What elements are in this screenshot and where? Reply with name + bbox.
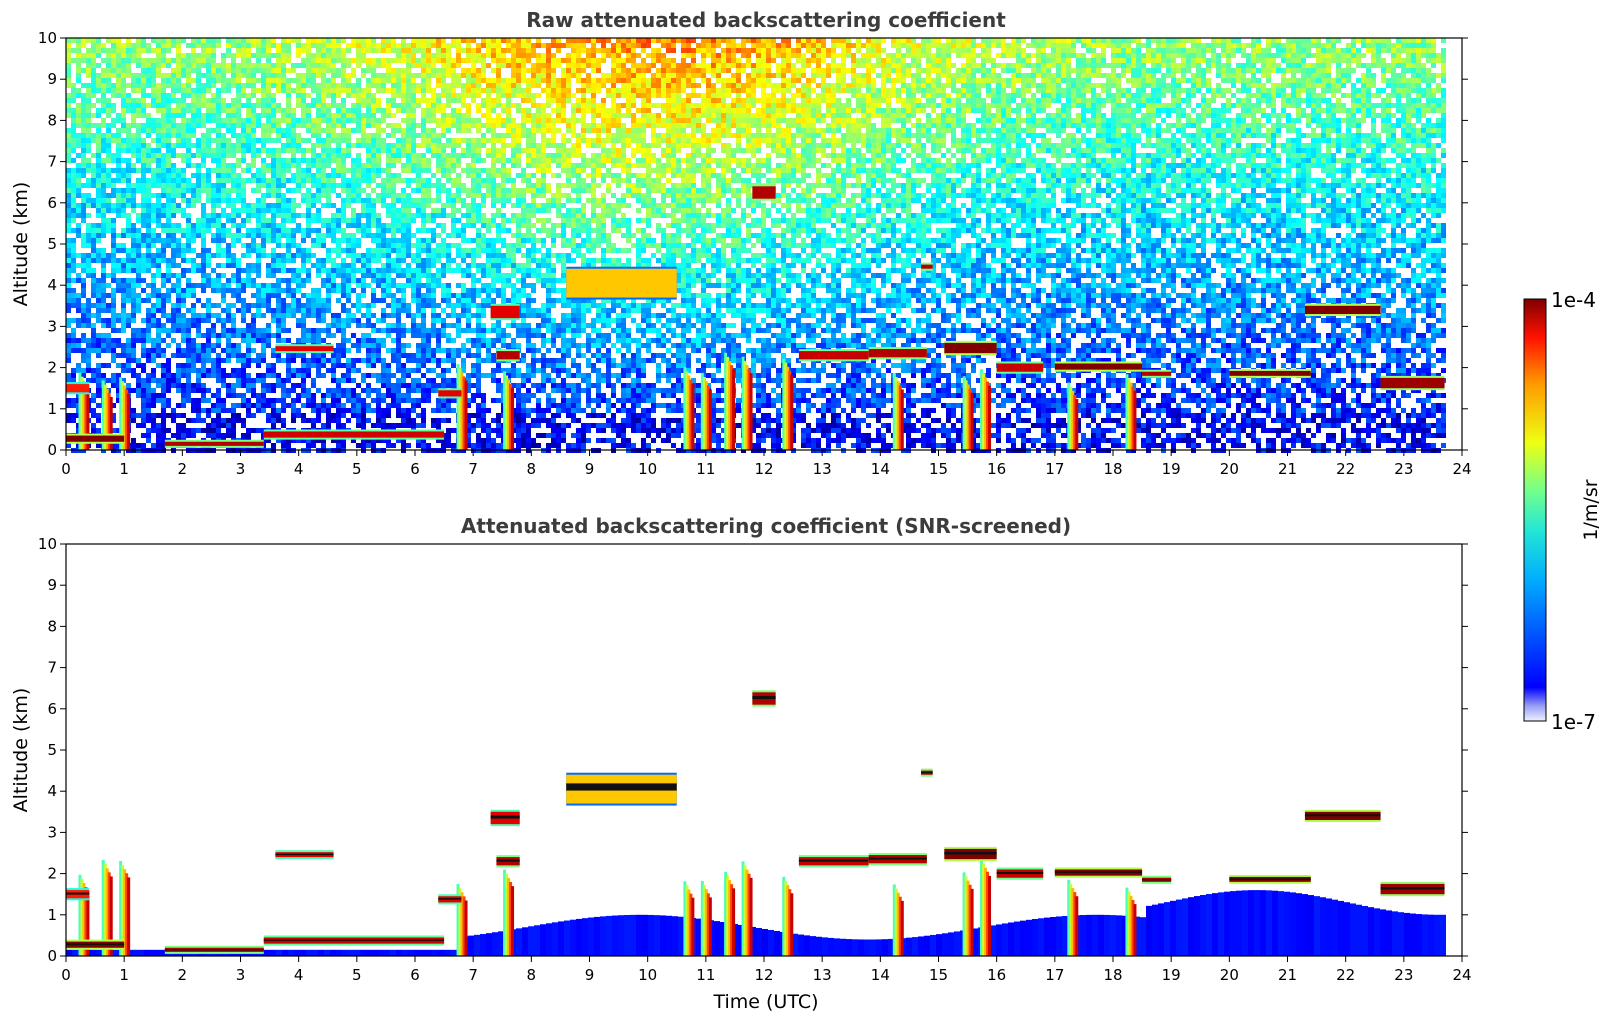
panel-raw-title: Raw attenuated backscattering coefficien… [526, 8, 1006, 32]
y-tick-label: 7 [47, 153, 57, 171]
x-tick-label: 2 [178, 460, 188, 478]
panel-screened-title: Attenuated backscattering coefficient (S… [461, 514, 1071, 538]
x-tick-label: 20 [1220, 460, 1239, 478]
y-tick-label: 0 [47, 947, 57, 965]
x-tick-label: 8 [527, 966, 537, 984]
x-tick-label: 23 [1394, 460, 1413, 478]
colorbar-label: 1/m/sr [1580, 479, 1602, 540]
x-tick-label: 24 [1452, 966, 1471, 984]
panel-screened-y-axis: 0 1 2 3 4 5 6 7 8 9 10 [38, 535, 1468, 965]
x-tick-label: 19 [1162, 966, 1181, 984]
y-tick-label: 6 [47, 194, 57, 212]
x-tick-label: 0 [61, 460, 71, 478]
x-tick-label: 12 [754, 460, 773, 478]
y-tick-label: 2 [47, 359, 57, 377]
colorbar: 1e-4 1e-7 1/m/sr [1523, 288, 1602, 734]
x-tick-label: 21 [1278, 966, 1297, 984]
panel-raw: Raw attenuated backscattering coefficien… [10, 8, 1472, 478]
y-tick-label: 10 [38, 535, 57, 553]
y-tick-label: 1 [47, 906, 57, 924]
y-tick-label: 10 [38, 29, 57, 47]
y-tick-label: 7 [47, 659, 57, 677]
x-tick-label: 14 [871, 966, 890, 984]
x-tick-label: 14 [871, 460, 890, 478]
y-tick-label: 4 [47, 276, 57, 294]
x-tick-label: 3 [236, 460, 246, 478]
x-tick-label: 15 [929, 460, 948, 478]
y-tick-label: 9 [47, 576, 57, 594]
y-tick-label: 5 [47, 235, 57, 253]
x-tick-label: 10 [638, 966, 657, 984]
x-tick-label: 13 [813, 966, 832, 984]
x-tick-label: 16 [987, 966, 1006, 984]
panel-raw-y-axis: 0 1 2 3 4 5 6 7 8 9 10 [38, 29, 1468, 459]
x-tick-label: 22 [1336, 966, 1355, 984]
x-tick-label: 17 [1045, 966, 1064, 984]
y-tick-label: 0 [47, 441, 57, 459]
x-tick-label: 21 [1278, 460, 1297, 478]
x-tick-label: 22 [1336, 460, 1355, 478]
y-tick-label: 5 [47, 741, 57, 759]
panel-screened: Attenuated backscattering coefficient (S… [10, 514, 1472, 1013]
x-tick-label: 20 [1220, 966, 1239, 984]
y-tick-label: 6 [47, 700, 57, 718]
y-tick-label: 1 [47, 400, 57, 418]
x-tick-label: 23 [1394, 966, 1413, 984]
x-tick-label: 19 [1162, 460, 1181, 478]
panel-screened-x-axis: 0 1 2 3 4 5 6 7 8 9 10 11 12 13 14 15 16 17 18 19 20 21 22 23 24 [61, 956, 1472, 984]
colorbar-max-label: 1e-4 [1551, 288, 1596, 312]
x-tick-label: 11 [696, 460, 715, 478]
panel-raw-heatmap [66, 38, 1446, 453]
panel-screened-xlabel: Time (UTC) [712, 991, 818, 1013]
x-tick-label: 5 [352, 966, 362, 984]
x-tick-label: 2 [178, 966, 188, 984]
x-tick-label: 18 [1103, 460, 1122, 478]
x-tick-label: 6 [410, 460, 420, 478]
y-tick-label: 2 [47, 865, 57, 883]
y-tick-label: 8 [47, 617, 57, 635]
y-tick-label: 8 [47, 111, 57, 129]
x-tick-label: 8 [527, 460, 537, 478]
x-tick-label: 7 [468, 966, 478, 984]
x-tick-label: 13 [813, 460, 832, 478]
x-tick-label: 11 [696, 966, 715, 984]
panel-screened-ylabel: Altitude (km) [10, 688, 32, 813]
panel-screened-heatmap [66, 690, 1446, 956]
x-tick-label: 18 [1103, 966, 1122, 984]
x-tick-label: 17 [1045, 460, 1064, 478]
x-tick-label: 24 [1452, 460, 1471, 478]
x-tick-label: 1 [119, 966, 129, 984]
x-tick-label: 10 [638, 460, 657, 478]
x-tick-label: 9 [585, 966, 595, 984]
x-tick-label: 1 [119, 460, 129, 478]
x-tick-label: 12 [754, 966, 773, 984]
colorbar-gradient [1523, 298, 1547, 722]
x-tick-label: 5 [352, 460, 362, 478]
x-tick-label: 0 [61, 966, 71, 984]
x-tick-label: 9 [585, 460, 595, 478]
x-tick-label: 7 [468, 460, 478, 478]
y-tick-label: 3 [47, 823, 57, 841]
y-tick-label: 4 [47, 782, 57, 800]
y-tick-label: 3 [47, 317, 57, 335]
x-tick-label: 16 [987, 460, 1006, 478]
x-tick-label: 15 [929, 966, 948, 984]
x-tick-label: 4 [294, 460, 304, 478]
y-tick-label: 9 [47, 70, 57, 88]
panel-raw-x-axis: 0 1 2 3 4 5 6 7 8 9 10 11 12 13 14 15 16 17 18 19 20 21 22 23 24 [61, 450, 1472, 478]
x-tick-label: 3 [236, 966, 246, 984]
panel-raw-ylabel: Altitude (km) [10, 182, 32, 307]
colorbar-min-label: 1e-7 [1551, 710, 1596, 734]
x-tick-label: 4 [294, 966, 304, 984]
x-tick-label: 6 [410, 966, 420, 984]
